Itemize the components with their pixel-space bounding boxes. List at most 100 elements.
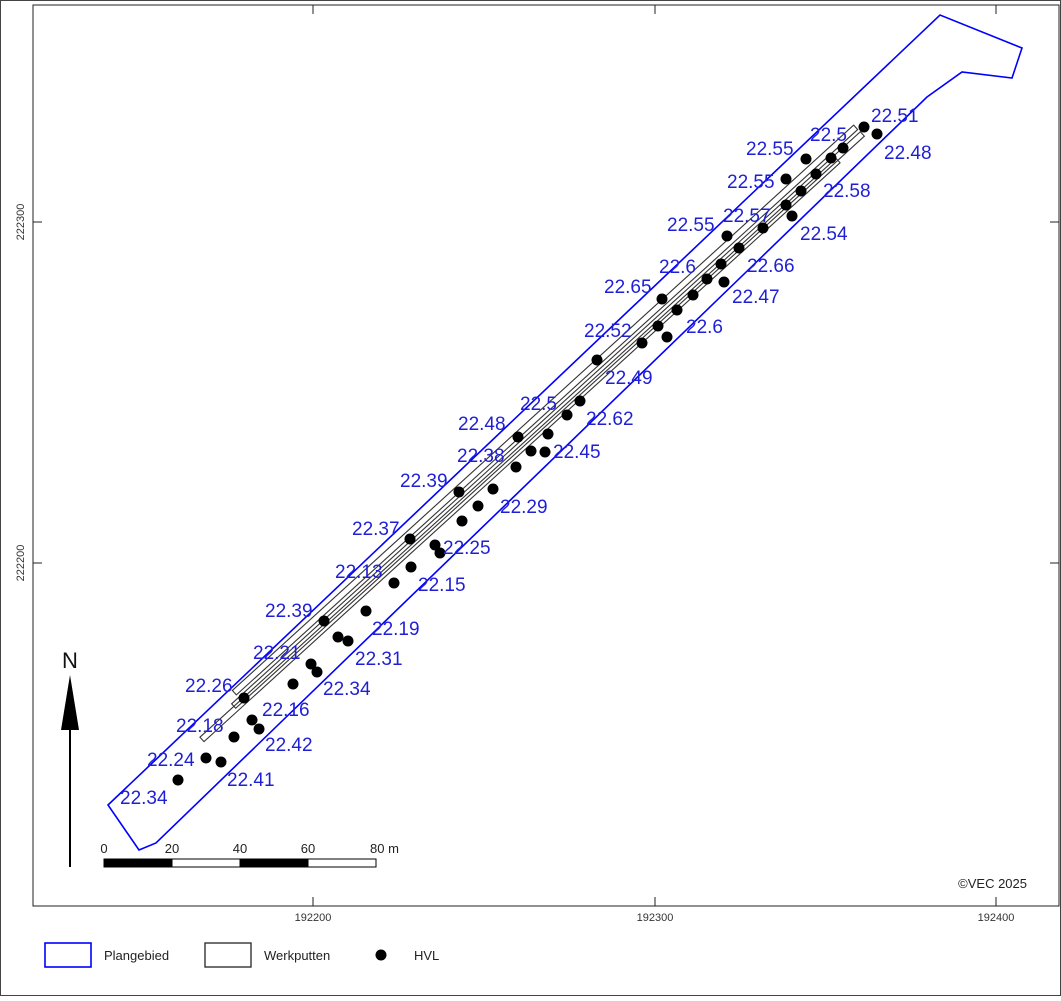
hvl-label: 22.65 <box>604 277 652 298</box>
scale-bar: 0 20 40 60 80 m <box>100 841 399 868</box>
hvl-point <box>661 331 673 343</box>
hvl-point <box>429 539 441 551</box>
hvl-label: 22.39 <box>400 471 448 492</box>
hvl-point <box>200 752 212 764</box>
hvl-label: 22.66 <box>747 256 795 277</box>
scale-label: 60 <box>301 841 315 856</box>
hvl-point <box>311 666 323 678</box>
hvl-label: 22.55 <box>746 139 794 160</box>
hvl-point <box>404 533 416 545</box>
hvl-point <box>472 500 484 512</box>
scale-label: 40 <box>233 841 247 856</box>
legend-swatch-werkputten <box>204 942 252 968</box>
hvl-point <box>525 445 537 457</box>
hvl-point <box>780 199 792 211</box>
werkput-trench <box>231 124 859 696</box>
legend-label: HVL <box>414 948 439 963</box>
hvl-point <box>318 615 330 627</box>
hvl-point <box>800 153 812 165</box>
hvl-point <box>487 483 499 495</box>
hvl-point <box>405 561 417 573</box>
hvl-point <box>228 731 240 743</box>
hvl-label: 22.15 <box>418 575 466 596</box>
hvl-point <box>456 515 468 527</box>
hvl-label: 22.47 <box>732 287 780 308</box>
hvl-label: 22.19 <box>372 619 420 640</box>
hvl-label: 22.5 <box>520 394 557 415</box>
hvl-point <box>871 128 883 140</box>
scale-label: 20 <box>165 841 179 856</box>
hvl-point <box>305 658 317 670</box>
hvl-labels: 22.51 22.5 22.55 22.48 22.55 22.58 22.57… <box>120 106 932 809</box>
hvl-points <box>172 121 883 786</box>
hvl-point <box>837 142 849 154</box>
north-label: N <box>62 648 78 673</box>
hvl-label: 22.5 <box>810 125 847 146</box>
hvl-label: 22.25 <box>443 538 491 559</box>
hvl-point <box>542 428 554 440</box>
hvl-point <box>715 258 727 270</box>
hvl-label: 22.45 <box>553 442 601 463</box>
legend: Plangebied Werkputten HVL <box>44 942 439 968</box>
hvl-point <box>652 320 664 332</box>
hvl-label: 22.62 <box>586 409 634 430</box>
legend-label: Werkputten <box>264 948 330 963</box>
hvl-point <box>342 635 354 647</box>
hvl-label: 22.51 <box>871 106 919 127</box>
hvl-point <box>360 605 372 617</box>
hvl-label: 22.55 <box>727 172 775 193</box>
hvl-label: 22.16 <box>262 700 310 721</box>
hvl-point <box>795 185 807 197</box>
legend-swatch-plangebied <box>44 942 92 968</box>
hvl-label: 22.55 <box>667 215 715 236</box>
hvl-label: 22.6 <box>659 257 696 278</box>
scale-segment <box>103 858 173 868</box>
scale-segment <box>239 858 309 868</box>
hvl-label: 22.48 <box>458 414 506 435</box>
hvl-label: 22.37 <box>352 519 400 540</box>
hvl-point <box>780 173 792 185</box>
y-tick-label: 222200 <box>15 545 27 582</box>
hvl-label: 22.21 <box>253 643 301 664</box>
hvl-label: 22.41 <box>227 770 275 791</box>
hvl-point <box>332 631 344 643</box>
legend-swatch-hvl <box>375 949 387 961</box>
werkput-trench <box>199 157 841 743</box>
hvl-point <box>718 276 730 288</box>
x-tick-label: 192400 <box>978 912 1015 924</box>
hvl-label: 22.42 <box>265 735 313 756</box>
y-tick-label: 222300 <box>15 204 27 241</box>
scale-label: 80 m <box>370 841 399 856</box>
hvl-point <box>687 289 699 301</box>
hvl-point <box>574 395 586 407</box>
hvl-label: 22.58 <box>823 181 871 202</box>
scale-segment <box>307 858 377 868</box>
hvl-point <box>539 446 551 458</box>
hvl-point <box>434 547 446 559</box>
hvl-label: 22.34 <box>120 788 168 809</box>
hvl-point <box>591 354 603 366</box>
hvl-point <box>512 431 524 443</box>
hvl-label: 22.39 <box>265 601 313 622</box>
hvl-point <box>733 242 745 254</box>
hvl-point <box>810 168 822 180</box>
hvl-label: 22.34 <box>323 679 371 700</box>
north-arrow-head <box>61 675 79 730</box>
hvl-point <box>656 293 668 305</box>
x-tick-label: 192200 <box>295 912 332 924</box>
hvl-label: 22.18 <box>176 716 224 737</box>
hvl-point <box>671 304 683 316</box>
hvl-point <box>561 409 573 421</box>
hvl-point <box>786 210 798 222</box>
hvl-label: 22.6 <box>686 317 723 338</box>
hvl-label: 22.31 <box>355 649 403 670</box>
hvl-point <box>721 230 733 242</box>
hvl-point <box>253 723 265 735</box>
hvl-point <box>858 121 870 133</box>
plangebied-outline <box>106 14 1023 851</box>
werkputten-group <box>199 124 866 743</box>
hvl-label: 22.52 <box>584 321 632 342</box>
map-area-border <box>32 4 1060 907</box>
